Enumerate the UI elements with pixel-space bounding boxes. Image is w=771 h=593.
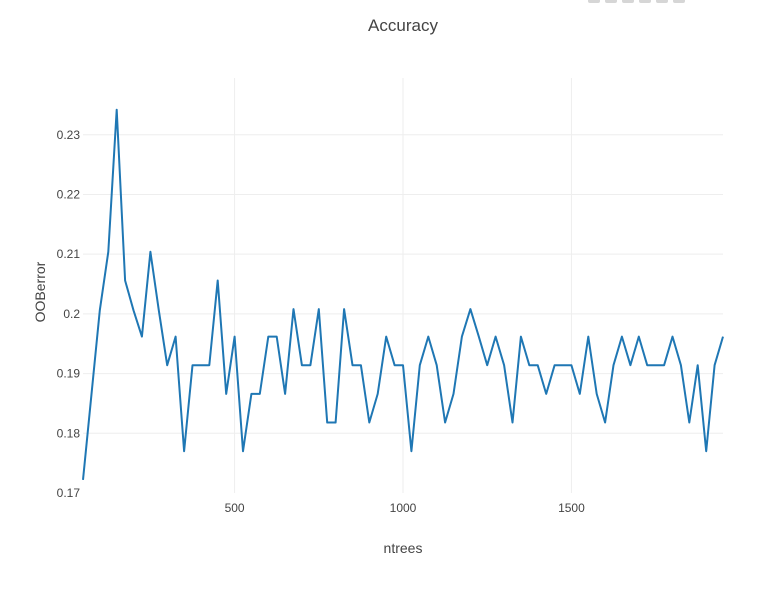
modebar-button[interactable]	[656, 0, 668, 3]
y-tick-label: 0.2	[63, 307, 80, 321]
y-tick-label: 0.22	[57, 187, 81, 201]
x-tick-label: 1500	[558, 501, 585, 515]
y-tick-label: 0.21	[57, 247, 81, 261]
y-tick-label: 0.23	[57, 128, 81, 142]
y-tick-label: 0.18	[57, 426, 81, 440]
modebar-button[interactable]	[622, 0, 634, 3]
series-line	[82, 108, 724, 480]
x-axis-ticks: 500 1000 1500	[225, 501, 586, 515]
gridlines	[83, 78, 723, 493]
chart-title: Accuracy	[368, 16, 438, 35]
series-layer	[82, 108, 724, 480]
y-tick-label: 0.17	[57, 486, 81, 500]
modebar-button[interactable]	[639, 0, 651, 3]
modebar-button[interactable]	[588, 0, 600, 3]
modebar[interactable]	[588, 0, 685, 3]
modebar-button[interactable]	[673, 0, 685, 3]
x-tick-label: 500	[225, 501, 245, 515]
modebar-button[interactable]	[605, 0, 617, 3]
y-axis-ticks: 0.17 0.18 0.19 0.2 0.21 0.22 0.23	[57, 128, 81, 500]
x-tick-label: 1000	[390, 501, 417, 515]
y-axis-title: OOBerror	[32, 261, 48, 322]
y-tick-label: 0.19	[57, 367, 81, 381]
x-axis-title: ntrees	[384, 540, 423, 556]
